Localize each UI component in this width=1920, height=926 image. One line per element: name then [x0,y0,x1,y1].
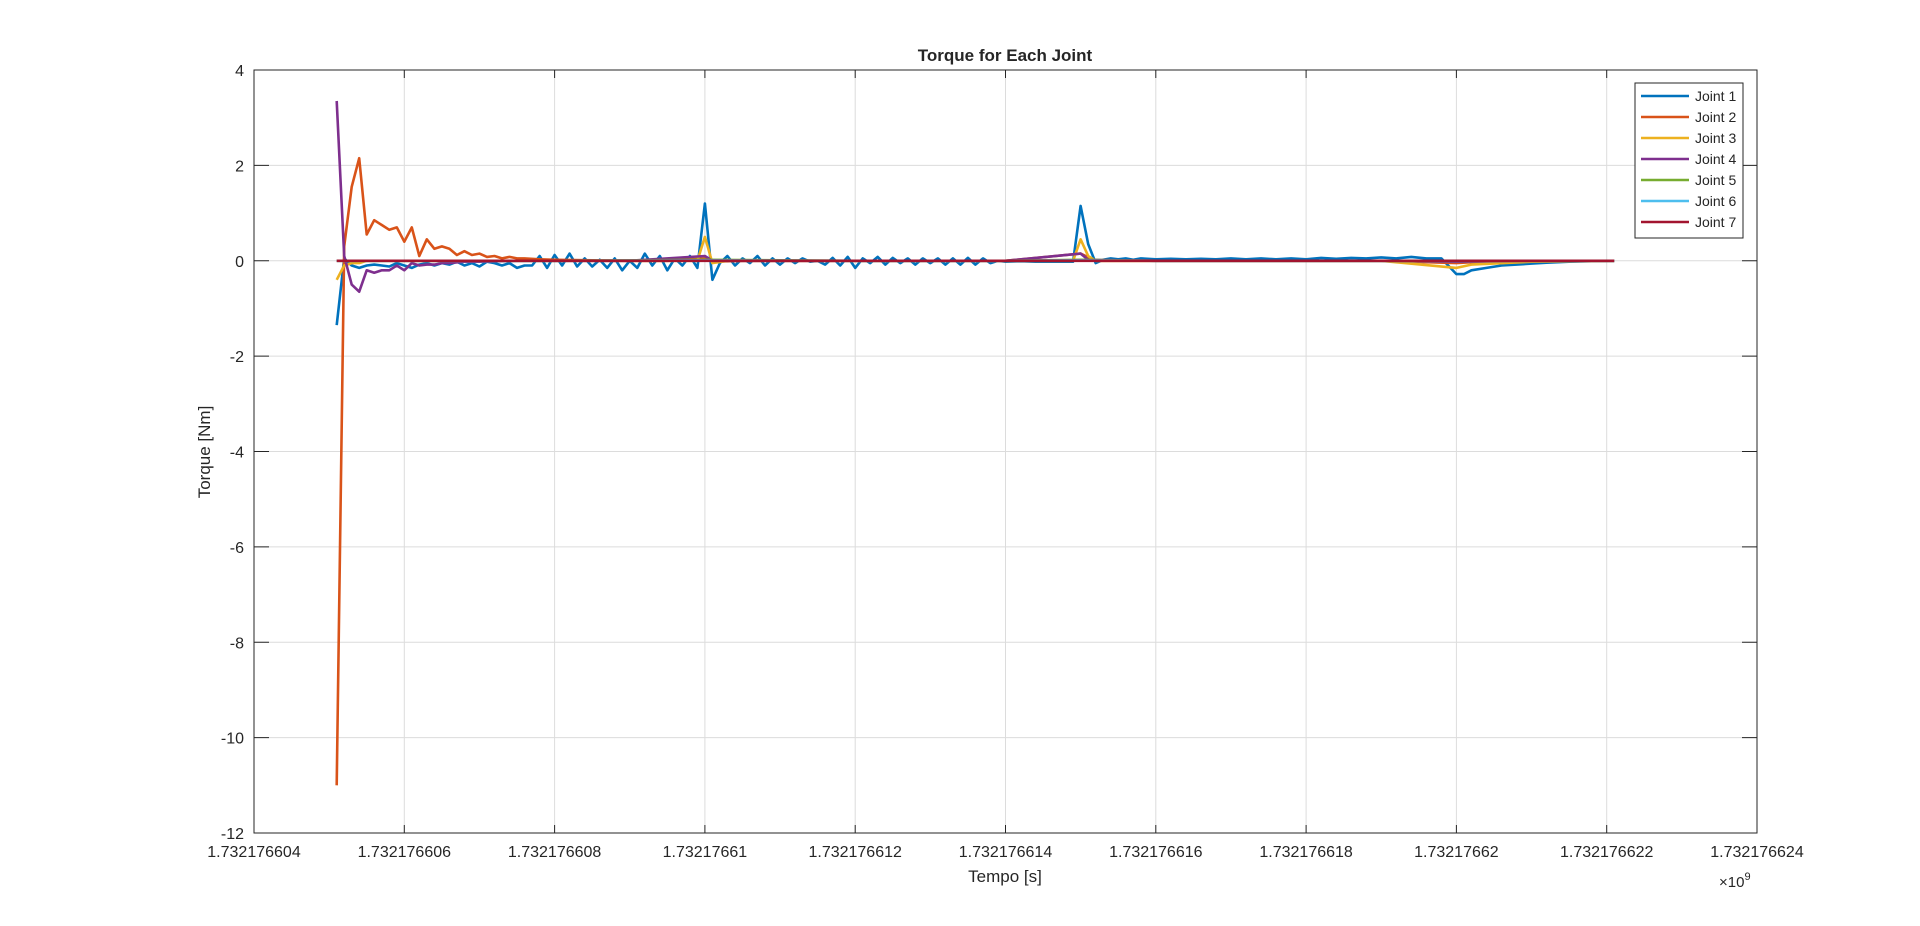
x-exponent-label: ×109 [1719,871,1751,891]
y-tick-label: -6 [230,540,244,557]
chart-title: Torque for Each Joint [918,46,1093,65]
y-tick-labels: 4 2 0 -2 -4 -6 -8 -10 -12 [221,63,244,843]
x-tick-label: 1.732176612 [808,844,902,861]
y-tick-label: -4 [230,445,244,462]
legend-label: Joint 6 [1695,193,1736,209]
y-tick-label: 2 [235,158,244,175]
x-axis-label: Tempo [s] [968,867,1042,886]
legend-label: Joint 4 [1695,151,1736,167]
y-tick-label: -2 [230,349,244,366]
x-tick-label: 1.732176618 [1259,844,1353,861]
legend-label: Joint 5 [1695,172,1736,188]
x-tick-label: 1.732176606 [358,844,452,861]
legend-label: Joint 7 [1695,214,1736,230]
legend-label: Joint 1 [1695,88,1736,104]
series-line-joint-1 [335,202,1615,326]
x-tick-label: 1.732176614 [959,844,1053,861]
legend-label: Joint 3 [1695,130,1736,146]
series-layer [335,100,1615,786]
y-tick-label: -8 [230,635,244,652]
x-tick-label: 1.732176604 [207,844,301,861]
legend: Joint 1 Joint 2 Joint 3 Joint 4 Joint 5 Joint… [1634,82,1744,239]
y-axis-label: Torque [Nm] [195,406,214,499]
x-tick-label: 1.732176616 [1109,844,1203,861]
y-tick-label: -12 [221,826,244,843]
y-tick-label: 0 [235,254,244,271]
x-tick-label: 1.732176622 [1560,844,1654,861]
y-tick-label: 4 [235,63,244,80]
y-tick-label: -10 [221,731,244,748]
x-tick-label: 1.73217661 [663,844,748,861]
legend-label: Joint 2 [1695,109,1736,125]
x-tick-label: 1.732176608 [508,844,602,861]
legend-box [1634,82,1744,239]
x-tick-labels: 1.732176604 1.732176606 1.732176608 1.73217… [207,844,1804,861]
x-tick-label: 1.732176624 [1710,844,1804,861]
axis-ticks [253,69,1758,834]
x-tick-label: 1.73217662 [1414,844,1499,861]
